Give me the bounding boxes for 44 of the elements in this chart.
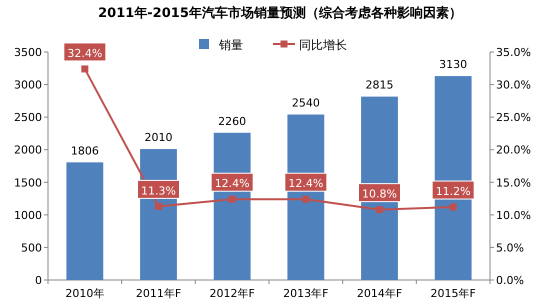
data-label: 12.4% (288, 177, 324, 190)
y-tick-label: 2500 (14, 111, 42, 124)
legend-label: 同比增长 (299, 38, 347, 52)
data-label: 2260 (218, 114, 246, 128)
data-label: 2010 (144, 131, 172, 144)
y-tick-label: 3500 (14, 46, 42, 59)
point (450, 204, 457, 211)
x-tick-label: 2014年F (356, 287, 402, 300)
x-tick-label: 2013年F (283, 287, 328, 300)
y-tick-label: 500 (21, 241, 42, 254)
y2-tick-label: 0.0% (496, 274, 524, 287)
y2-tick-label: 25.0% (496, 111, 531, 124)
data-label: 32.4% (67, 46, 102, 60)
data-label: 2540 (292, 96, 320, 110)
y-tick-label: 3000 (14, 78, 42, 92)
x-tick-label: 2010年 (65, 287, 104, 300)
point (81, 65, 88, 72)
legend-label: 销量 (218, 38, 243, 52)
x-tick-label: 2011年F (136, 287, 182, 300)
data-label: 3130 (439, 58, 468, 72)
data-label: 11.2% (436, 185, 471, 198)
point (376, 206, 383, 214)
y2-tick-label: 35.0% (496, 46, 531, 59)
y-tick-label: 0 (35, 274, 42, 287)
data-label: 1806 (70, 144, 99, 158)
y2-tick-label: 10.0% (496, 208, 531, 222)
bar (66, 162, 104, 280)
chart-title: 2011年-2015年汽车市场销量预测（综合考虑各种影响因素） (98, 5, 462, 21)
y2-tick-label: 15.0% (496, 176, 531, 190)
data-label: 10.8% (362, 188, 397, 201)
y2-tick-label: 30.0% (496, 78, 531, 92)
point (228, 196, 236, 203)
y-tick-label: 1000 (14, 208, 42, 222)
point (155, 202, 162, 210)
x-tick-label: 2015年F (430, 287, 476, 300)
y-tick-label: 1500 (14, 176, 42, 190)
x-tick-label: 2012年F (210, 287, 255, 300)
y-tick-label: 2000 (14, 144, 42, 157)
point (302, 196, 310, 203)
data-label: 12.4% (214, 177, 250, 190)
y2-tick-label: 5.0% (496, 241, 524, 254)
y2-tick-label: 20.0% (496, 144, 531, 157)
data-label: 2815 (366, 78, 394, 92)
data-label: 11.3% (141, 184, 176, 198)
